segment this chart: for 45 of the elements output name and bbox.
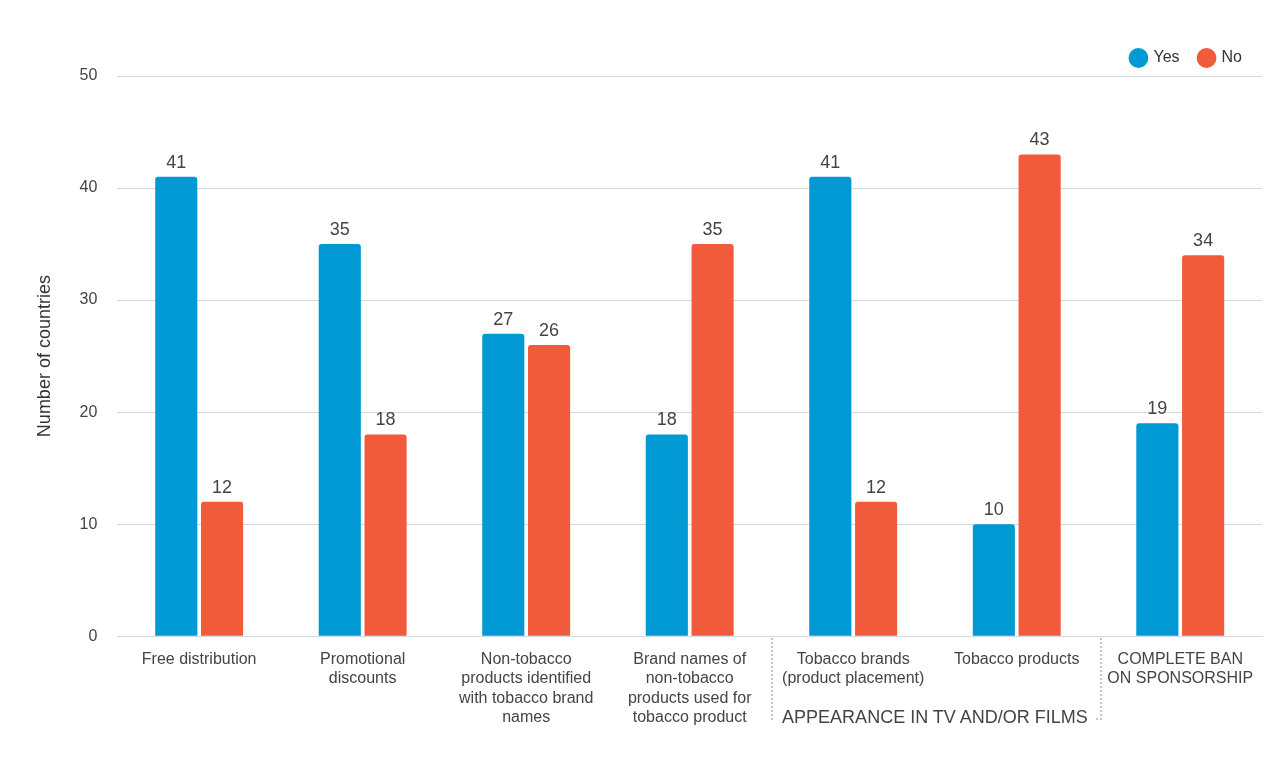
x-tick-label: Free distribution xyxy=(141,650,257,668)
bar xyxy=(972,524,1015,636)
y-tick-label: 30 xyxy=(79,290,98,308)
data-label: 12 xyxy=(212,476,233,497)
x-tick-label: Non-tobacco products identified with tobacco brand names xyxy=(458,650,594,725)
x-tick-label: Promotional discounts xyxy=(319,650,406,687)
text: APPEARANCE IN TV AND/OR FILMS xyxy=(774,707,1096,728)
bar xyxy=(855,501,898,636)
data-label: 19 xyxy=(1147,398,1168,419)
legend-label: No xyxy=(1221,48,1243,66)
bar xyxy=(482,333,525,636)
data-label: 26 xyxy=(539,319,560,340)
y-tick-label: 0 xyxy=(88,626,98,644)
bar xyxy=(1182,255,1225,636)
y-tick-label: 20 xyxy=(79,402,98,420)
y-axis-title: Number of countries xyxy=(33,275,54,438)
bar xyxy=(1018,154,1061,636)
bar xyxy=(645,434,688,636)
data-label: 35 xyxy=(329,219,350,240)
data-label: 27 xyxy=(493,308,514,329)
data-label: 18 xyxy=(375,409,396,430)
data-label: 34 xyxy=(1193,230,1214,251)
data-label: 41 xyxy=(820,151,841,172)
x-tick-label: Tobacco brands (product placement) xyxy=(782,650,925,687)
data-label: 43 xyxy=(1029,129,1050,150)
bar xyxy=(691,244,734,636)
y-tick-label: 40 xyxy=(79,178,98,196)
bar xyxy=(155,176,198,636)
bar xyxy=(1136,423,1179,636)
x-tick-label: Brand names of non-tobacco products used for tobacco product xyxy=(627,650,753,725)
bar xyxy=(200,501,244,636)
bar xyxy=(318,244,361,636)
bar xyxy=(809,176,852,636)
bar xyxy=(364,434,407,636)
bar xyxy=(528,344,571,636)
y-tick-label: 10 xyxy=(79,514,98,532)
legend-label: Yes xyxy=(1153,48,1180,66)
data-label: 12 xyxy=(866,476,887,497)
x-tick-label: COMPLETE BAN ON SPONSORSHIP xyxy=(1107,650,1254,687)
data-label: 18 xyxy=(656,409,677,430)
data-label: 35 xyxy=(702,219,723,240)
y-tick-label: 50 xyxy=(79,66,98,84)
data-label: 10 xyxy=(983,499,1004,520)
data-label: 41 xyxy=(166,151,187,172)
x-tick-label: Tobacco products xyxy=(954,650,1080,668)
